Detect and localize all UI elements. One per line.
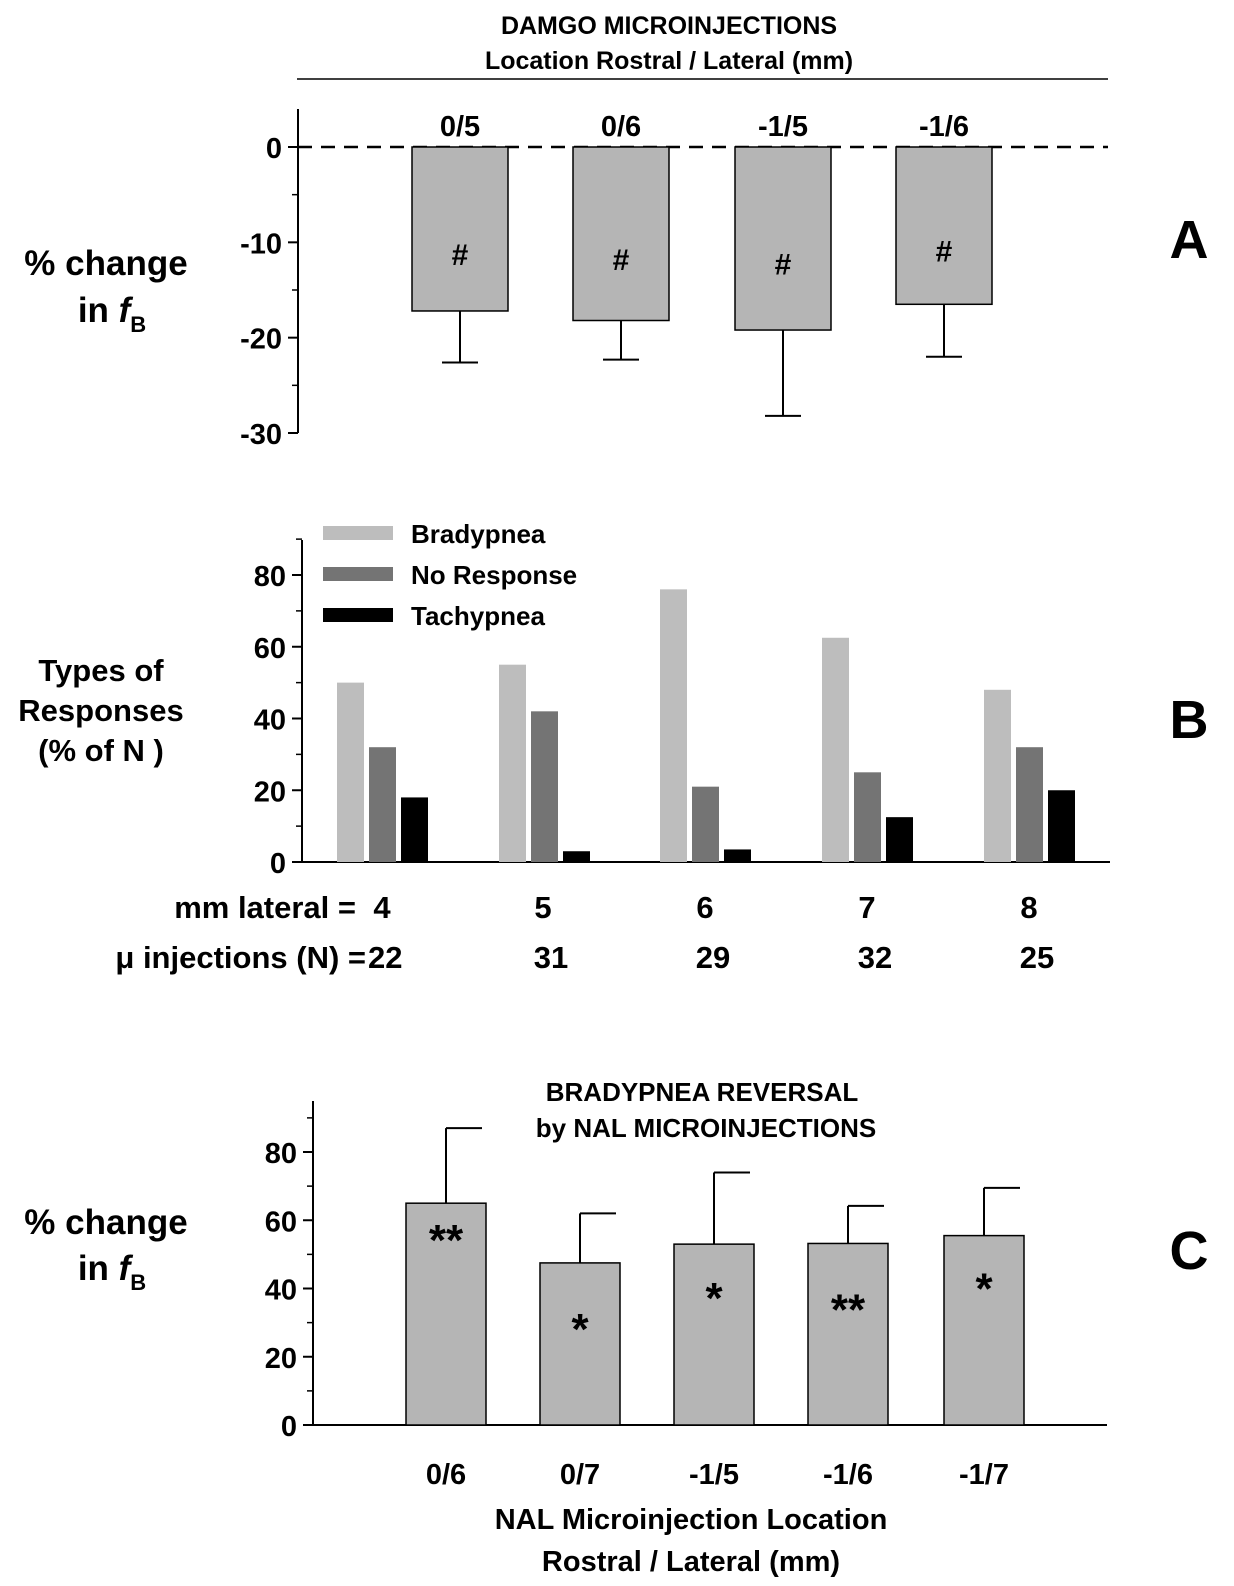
panel-c-ytick-label: 40 [265, 1275, 297, 1307]
panel-b-rows: 4 5 6 7 8 22 31 29 32 25 [368, 890, 1054, 975]
panel-b-bar-no-response [531, 711, 558, 862]
panel-a-ylabel-line2: in fB [78, 291, 146, 337]
panel-a-ytick-label: -30 [240, 419, 282, 451]
panel-b-ytick-label: 40 [254, 705, 286, 737]
panel-b-bar-bradypnea [660, 589, 687, 862]
panel-b-bar-no-response [369, 747, 396, 862]
panel-c-bar [539, 1262, 621, 1426]
panel-c-significance-mark: ** [429, 1216, 464, 1265]
panel-c-category-label: -1/7 [959, 1459, 1009, 1491]
mm-lateral-value: 8 [1020, 890, 1037, 925]
panel-c-significance-mark: ** [831, 1285, 866, 1334]
panel-a-bar [895, 146, 993, 306]
panel-a-category-label: -1/5 [758, 111, 808, 143]
panel-c-ytick-label: 80 [265, 1138, 297, 1170]
panel-b-bar-no-response [854, 772, 881, 862]
panel-c-letter: C [1170, 1221, 1209, 1281]
injections-label: μ injections (N) = [115, 940, 366, 975]
panel-c-significance-mark: * [975, 1265, 993, 1314]
panel-c-category-label: 0/7 [560, 1459, 600, 1491]
panel-c-plot: 0 20 40 60 80 0/6 ** 0/7 * -1/5 * -1/6 ** -1/7 * [265, 1117, 1025, 1491]
mm-lateral-value: 7 [858, 890, 875, 925]
panel-b-bar-no-response [692, 786, 719, 862]
injections-value: 29 [696, 940, 730, 975]
panel-b: Types of Responses (% of N ) B Bradypnea… [18, 519, 1208, 975]
panel-c-ytick-label: 20 [265, 1343, 297, 1375]
legend-swatch-no-response [323, 567, 393, 581]
panel-a-bar [572, 146, 670, 322]
panel-b-bar-tachypnea [886, 817, 913, 862]
panel-b-bar-bradypnea [499, 664, 526, 862]
panel-b-bar-tachypnea [563, 851, 590, 862]
legend-label-bradypnea: Bradypnea [411, 519, 546, 549]
legend-swatch-bradypnea [323, 526, 393, 540]
mm-lateral-value: 5 [534, 890, 551, 925]
panel-c-bar [405, 1202, 487, 1426]
panel-c: BRADYPNEA REVERSAL by NAL MICROINJECTION… [24, 1077, 1208, 1578]
panel-a-title-line1: DAMGO MICROINJECTIONS [501, 12, 837, 40]
legend-label-tachypnea: Tachypnea [411, 601, 545, 631]
panel-a-category-label: 0/6 [601, 111, 641, 143]
panel-b-plot: 0 20 40 60 80 [254, 538, 1075, 880]
mm-lateral-value: 4 [373, 890, 391, 925]
injections-value: 31 [534, 940, 568, 975]
panel-b-ytick-label: 20 [254, 776, 286, 808]
panel-c-ylabel-line1: % change [24, 1203, 187, 1242]
panel-c-significance-mark: * [571, 1305, 589, 1354]
panel-a-letter: A [1170, 210, 1209, 270]
panel-a-category-label: 0/5 [440, 111, 480, 143]
panel-c-title-line1: BRADYPNEA REVERSAL [546, 1077, 859, 1107]
panel-b-bar-bradypnea [337, 682, 364, 862]
panel-b-bar-bradypnea [822, 637, 849, 862]
panel-a-significance-mark: # [775, 249, 792, 282]
panel-c-title-line2: by NAL MICROINJECTIONS [536, 1113, 876, 1143]
panel-a-category-label: -1/6 [919, 111, 969, 143]
panel-b-bar-bradypnea [984, 689, 1011, 862]
panel-a-significance-mark: # [936, 236, 953, 269]
panel-c-ylabel-line2: in fB [78, 1249, 146, 1295]
legend-swatch-tachypnea [323, 608, 393, 622]
panel-b-bar-no-response [1016, 747, 1043, 862]
panel-b-letter: B [1170, 690, 1209, 750]
panel-a-ylabel-line1: % change [24, 244, 187, 283]
panel-c-category-label: -1/5 [689, 1459, 739, 1491]
panel-b-ylabel-line3: (% of N ) [38, 733, 164, 768]
panel-a: DAMGO MICROINJECTIONS Location Rostral /… [24, 12, 1208, 451]
panel-a-ytick-label: -20 [240, 324, 282, 356]
injections-value: 32 [858, 940, 892, 975]
panel-b-bar-tachypnea [401, 797, 428, 862]
panel-a-ytick-label: -10 [240, 228, 282, 260]
panel-c-xlabel-line2: Rostral / Lateral (mm) [542, 1546, 840, 1578]
panel-c-ytick-label: 60 [265, 1206, 297, 1238]
panel-a-plot: 0 -10 -20 -30 0/5 #0/6 # -1/5 # -1/6 # [240, 111, 1108, 451]
panel-a-significance-mark: # [452, 239, 469, 272]
panel-a-bar [734, 146, 832, 331]
panel-c-category-label: 0/6 [426, 1459, 466, 1491]
mm-lateral-label: mm lateral = [174, 890, 356, 925]
panel-c-xlabel-line1: NAL Microinjection Location [495, 1504, 888, 1536]
panel-a-ytick-label: 0 [266, 133, 282, 165]
panel-b-ytick-label: 80 [254, 561, 286, 593]
panel-b-ylabel-line1: Types of [38, 653, 164, 688]
panel-c-bar [673, 1243, 755, 1426]
panel-b-ylabel-line2: Responses [18, 693, 183, 728]
injections-value: 25 [1020, 940, 1054, 975]
panel-b-ytick-label: 60 [254, 633, 286, 665]
panel-b-bar-tachypnea [724, 849, 751, 862]
mm-lateral-value: 6 [696, 890, 713, 925]
panel-c-category-label: -1/6 [823, 1459, 873, 1491]
panel-a-title-line2: Location Rostral / Lateral (mm) [485, 47, 853, 75]
panel-b-bar-tachypnea [1048, 790, 1075, 862]
injections-value: 22 [368, 940, 402, 975]
panel-c-ytick-label: 0 [281, 1411, 297, 1443]
legend-label-no-response: No Response [411, 560, 577, 590]
panel-c-bar [943, 1234, 1025, 1426]
legend: Bradypnea No Response Tachypnea [323, 519, 577, 631]
panel-a-significance-mark: # [613, 244, 630, 277]
panel-c-significance-mark: * [705, 1274, 723, 1323]
panel-b-ytick-label: 0 [270, 848, 286, 880]
panel-a-bar [411, 146, 509, 312]
